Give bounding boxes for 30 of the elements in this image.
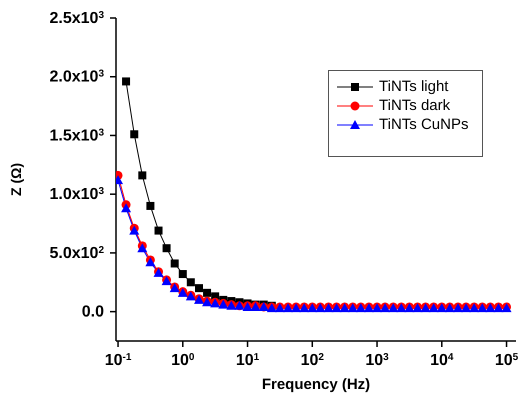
x-tick-label: 10$^{3}$: [365, 352, 390, 369]
point: [170, 259, 179, 268]
y-tick-label: 0.0: [82, 304, 104, 321]
x-tick-label: 10$^{0}$: [171, 352, 195, 369]
x-tick-label: 10$^{5}$: [494, 352, 519, 369]
legend-label: TiNTs light: [379, 78, 448, 95]
y-axis-title: Z (Ω): [8, 163, 24, 196]
y-tick-label: 2.0x10$^{3}$: [50, 68, 104, 86]
legend-label: TiNTs CuNPs: [379, 116, 468, 133]
point: [186, 278, 195, 286]
y-tick-label: 1.0x10$^{3}$: [50, 186, 104, 204]
x-tick-label: 10$^{1}$: [236, 352, 260, 369]
point: [146, 202, 154, 210]
x-axis-title: Frequency (Hz): [262, 376, 370, 393]
x-tick-label: 10$^{-1}$: [104, 352, 132, 369]
point: [121, 203, 132, 212]
y-tick-label: 1.5x10$^{3}$: [50, 126, 104, 144]
point: [162, 244, 171, 252]
point: [178, 270, 187, 278]
point: [195, 284, 204, 292]
point: [203, 288, 212, 297]
legend-label: TiNTs dark: [379, 97, 450, 114]
y-tick-label: 2.5x10$^{3}$: [50, 10, 104, 27]
x-tick-label: 10$^{4}$: [430, 352, 454, 369]
x-tick-label: 10$^{2}$: [300, 352, 324, 369]
point: [122, 77, 130, 86]
point: [138, 171, 146, 180]
y-tick-label: 5.0x10$^{2}$: [50, 244, 104, 262]
point: [154, 226, 163, 235]
point: [130, 130, 138, 138]
